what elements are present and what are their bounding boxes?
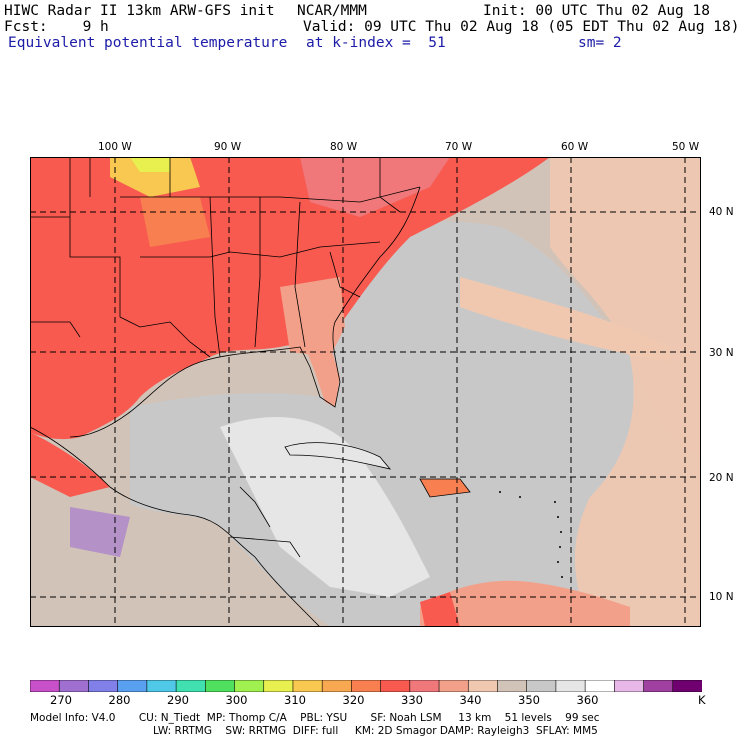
theta-e-map (30, 157, 701, 627)
colorbar-tick-label: 280 (108, 693, 131, 707)
northeast-pink (300, 157, 450, 217)
valid-time: Valid: 09 UTC Thu 02 Aug 18 (05 EDT Thu … (303, 19, 740, 35)
venezuela-warm (420, 592, 460, 627)
florida (305, 345, 340, 407)
colorbar-swatch (30, 680, 61, 692)
lon-label-70w: 70 W (445, 141, 473, 153)
field-name: Equivalent potential temperature (8, 35, 288, 51)
level-label: at k-index = 51 (306, 35, 446, 51)
colorbar-swatch (175, 680, 207, 692)
lat-label-40n: 40 N (709, 206, 734, 218)
colorbar-swatch (614, 680, 645, 692)
colorbar-tick-label: 360 (576, 693, 599, 707)
lon-label-60w: 60 W (561, 141, 589, 153)
graticule (30, 157, 701, 627)
northern-lime (130, 157, 170, 172)
ncar-label: NCAR/MMM (297, 3, 367, 19)
colorbar-swatch (555, 680, 586, 692)
southeast-salmon (280, 277, 345, 357)
south-america (420, 580, 630, 627)
mexico-warm (30, 432, 110, 497)
colorbar-swatch (643, 680, 674, 692)
lesser-antilles (499, 491, 563, 578)
coastline (69, 186, 421, 438)
colorbar (30, 680, 702, 692)
colorbar-tick-label: 270 (50, 693, 72, 707)
colorbar-swatch (409, 680, 440, 692)
forecast-hour: Fcst: 9 h (4, 19, 109, 35)
map-frame (30, 157, 701, 627)
init-time: Init: 00 UTC Thu 02 Aug 18 (483, 3, 710, 19)
colorbar-swatch (292, 680, 323, 692)
colorbar-tick-label: 290 (167, 693, 189, 707)
colorbar-swatch (234, 680, 265, 692)
colorbar-tick-label: 320 (342, 693, 365, 707)
colorbar-swatch (263, 680, 294, 692)
lon-label-100w: 100 W (98, 141, 132, 153)
colorbar-swatch (88, 680, 119, 692)
northern-yellow (110, 157, 200, 197)
lon-label-50w: 50 W (672, 141, 700, 153)
atlantic-peach (550, 157, 701, 627)
colorbar-swatch (58, 680, 90, 692)
colorbar-swatch (351, 680, 382, 692)
colorbar-tick-label: 310 (284, 693, 306, 707)
lon-label-80w: 80 W (330, 141, 358, 153)
colorbar-swatch (380, 680, 411, 692)
colorbar-tick-label: 300 (225, 693, 248, 707)
colorbar-swatch (672, 680, 702, 692)
colorbar-swatch (117, 680, 148, 692)
lon-label-90w: 90 W (214, 141, 242, 153)
colorbar-tick-label: 350 (518, 693, 540, 707)
lat-label-30n: 30 N (709, 347, 734, 359)
political-boundaries (30, 157, 421, 627)
mexico-land (30, 432, 330, 627)
colorbar-tick-label: 340 (459, 693, 482, 707)
model-info-line1: Model Info: V4.0 CU: N_Tiedt MP: Thomp C… (30, 712, 600, 724)
colorbar-unit: K (698, 693, 706, 707)
atlantic-band (460, 277, 670, 362)
colorbar-swatch (321, 680, 353, 692)
colorbar-swatch (526, 680, 557, 692)
colorbar-swatch (146, 680, 177, 692)
plains-orange (140, 197, 210, 247)
smoothing-label: sm= 2 (578, 35, 622, 51)
colorbar-swatch (497, 680, 528, 692)
colorbar-swatch (438, 680, 470, 692)
colorbar-swatch (584, 680, 616, 692)
colorbar-tick-label: 330 (401, 693, 423, 707)
lat-label-10n: 10 N (709, 591, 734, 603)
caribbean-light (220, 417, 430, 597)
lat-label-20n: 20 N (709, 472, 734, 484)
colorbar-swatch (205, 680, 236, 692)
model-info-line2: LW: RRTMG SW: RRTMG DIFF: full KM: 2D Sm… (153, 725, 598, 737)
cuba (284, 442, 392, 470)
model-title: HIWC Radar II 13km ARW-GFS init (4, 3, 275, 19)
colorbar-swatch (467, 680, 499, 692)
